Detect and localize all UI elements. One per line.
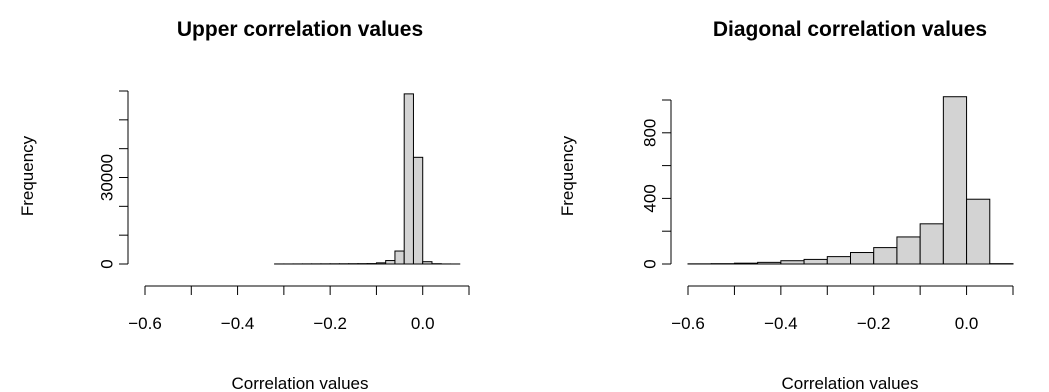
histogram-bar	[733, 262, 759, 265]
histogram-bar	[896, 236, 921, 265]
y-tick-label: 0	[98, 259, 117, 268]
x-tick-label: 0.0	[411, 314, 435, 333]
chart-title: Diagonal correlation values	[713, 18, 987, 41]
y-tick-label: 0	[641, 259, 660, 268]
upper-correlation-histogram: Upper correlation values Frequency Corre…	[18, 18, 470, 392]
histogram-bar	[394, 250, 405, 265]
histogram-bar	[966, 198, 991, 265]
y-axis-label: Frequency	[558, 135, 577, 216]
histogram-bar	[375, 262, 387, 265]
y-tick-label: 30000	[98, 154, 117, 201]
x-tick-label: −0.6	[671, 314, 705, 333]
histogram-bar	[403, 93, 414, 265]
histogram-bar	[803, 258, 828, 265]
x-axis: −0.6 −0.4 −0.2 0.0	[671, 285, 1014, 333]
x-axis: −0.6 −0.4 −0.2 0.0	[128, 285, 470, 333]
x-axis-label: Correlation values	[781, 374, 918, 392]
histogram-bar	[422, 261, 433, 265]
histogram-bar	[942, 96, 968, 265]
histogram-bar	[850, 252, 875, 265]
diagonal-correlation-histogram: Diagonal correlation values Frequency Co…	[558, 18, 1014, 392]
x-tick-label: −0.4	[764, 314, 798, 333]
x-tick-label: −0.2	[857, 314, 891, 333]
x-tick-label: −0.6	[128, 314, 162, 333]
histogram-bar	[780, 260, 805, 265]
histogram-bar	[757, 261, 782, 265]
chart-title: Upper correlation values	[177, 18, 423, 41]
x-tick-label: 0.0	[955, 314, 979, 333]
x-tick-label: −0.4	[221, 314, 255, 333]
x-axis-label: Correlation values	[231, 374, 368, 392]
histogram-bar	[385, 260, 396, 265]
y-tick-label: 400	[641, 184, 660, 212]
histogram-bars	[274, 93, 461, 265]
histogram-bar	[412, 156, 424, 265]
y-axis: 0 30000	[98, 90, 129, 269]
y-axis: 0 400 800	[641, 99, 672, 269]
x-tick-label: −0.2	[313, 314, 347, 333]
histogram-bars	[687, 96, 1014, 265]
y-tick-label: 800	[641, 119, 660, 147]
histogram-bar	[873, 247, 898, 265]
y-axis-label: Frequency	[18, 135, 37, 216]
histogram-bar	[919, 223, 944, 265]
histogram-bar	[826, 256, 851, 265]
